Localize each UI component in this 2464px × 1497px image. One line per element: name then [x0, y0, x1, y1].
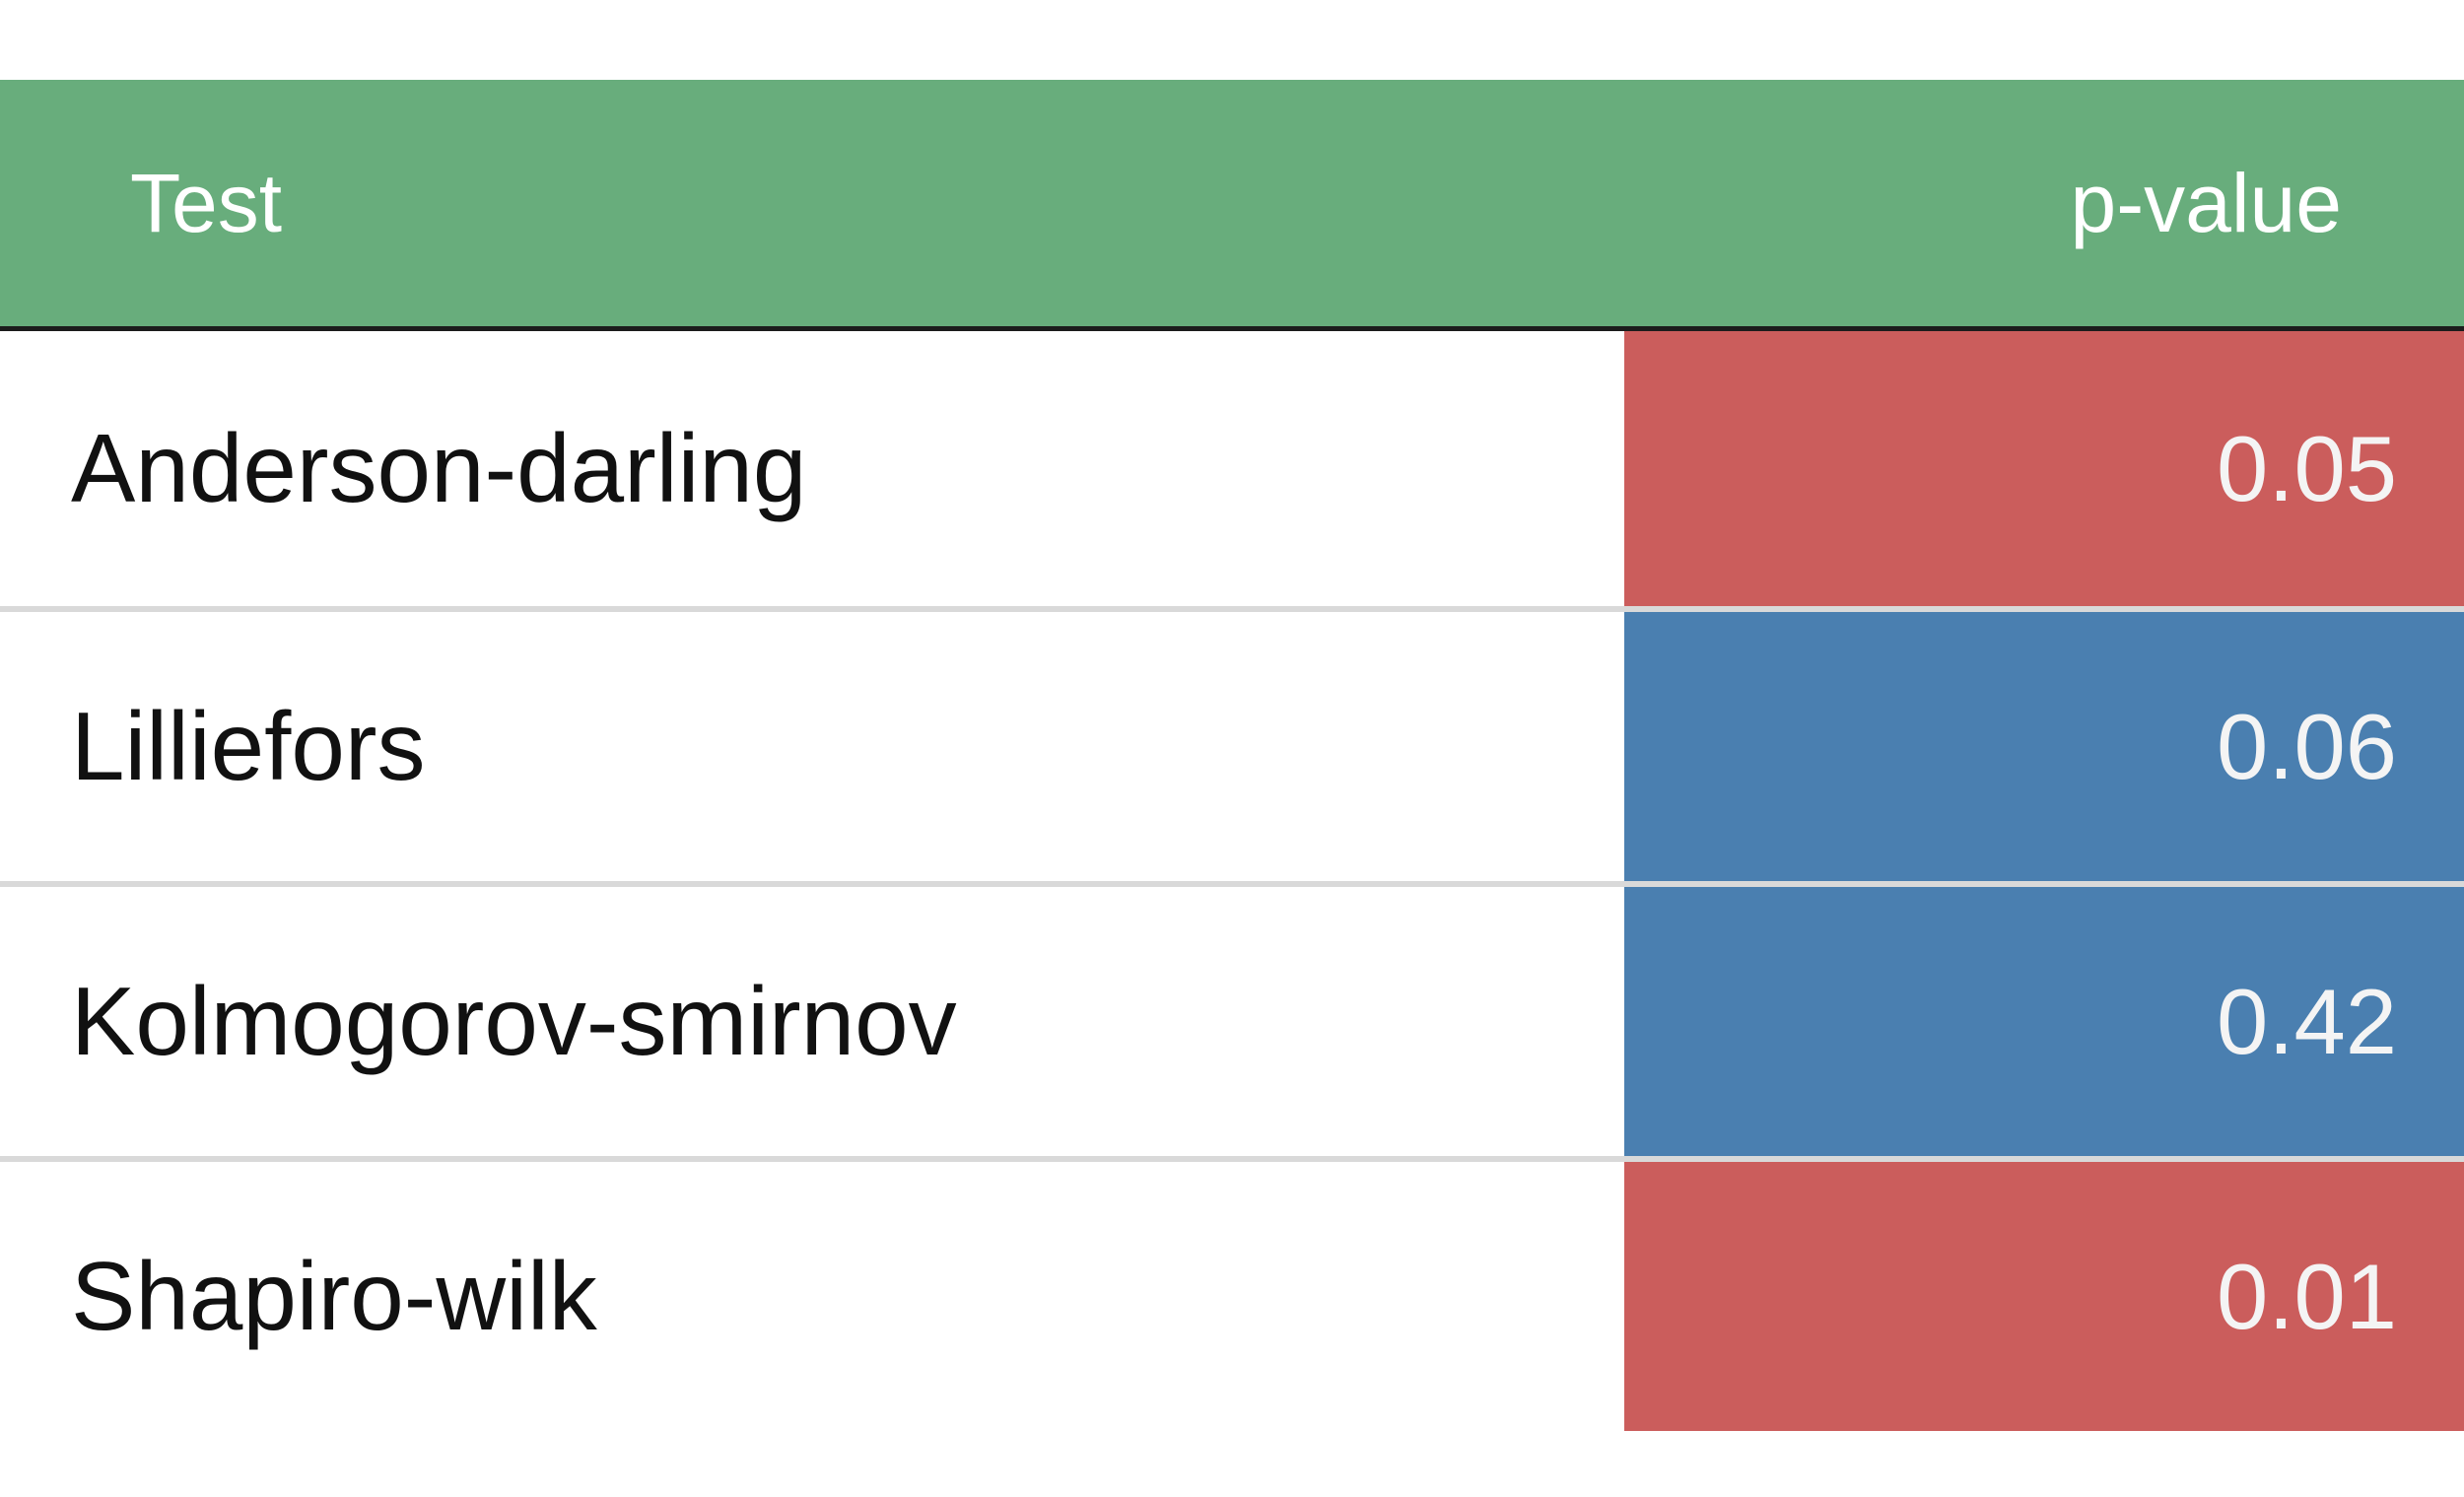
table-body: Anderson-darling 0.05 Lilliefors 0.06 Ko…: [0, 331, 2464, 1431]
pvalue-cell: 0.01: [1624, 1162, 2464, 1431]
table-row: Shapiro-wilk 0.01: [0, 1156, 2464, 1431]
table-header: Test p-value: [0, 80, 2464, 331]
pvalue-cell: 0.05: [1624, 331, 2464, 606]
test-name-cell: Lilliefors: [71, 692, 426, 800]
pvalue-cell: 0.06: [1624, 612, 2464, 881]
results-table: Test p-value Anderson-darling 0.05 Lilli…: [0, 80, 2464, 1431]
table-row: Lilliefors 0.06: [0, 606, 2464, 881]
test-name-cell: Anderson-darling: [71, 414, 807, 522]
test-name-cell: Kolmogorov-smirnov: [71, 967, 957, 1075]
table-row: Anderson-darling 0.05: [0, 331, 2464, 606]
test-name-cell: Shapiro-wilk: [71, 1242, 597, 1350]
pvalue-cell: 0.42: [1624, 887, 2464, 1156]
column-header-pvalue: p-value: [2070, 157, 2342, 249]
table-row: Kolmogorov-smirnov 0.42: [0, 881, 2464, 1156]
column-header-test: Test: [130, 157, 283, 249]
